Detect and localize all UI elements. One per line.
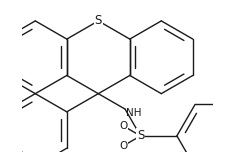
Text: S: S [137, 129, 144, 142]
Text: NH: NH [126, 108, 142, 118]
Text: O: O [119, 141, 127, 151]
Text: S: S [95, 14, 102, 27]
Text: O: O [119, 121, 127, 131]
